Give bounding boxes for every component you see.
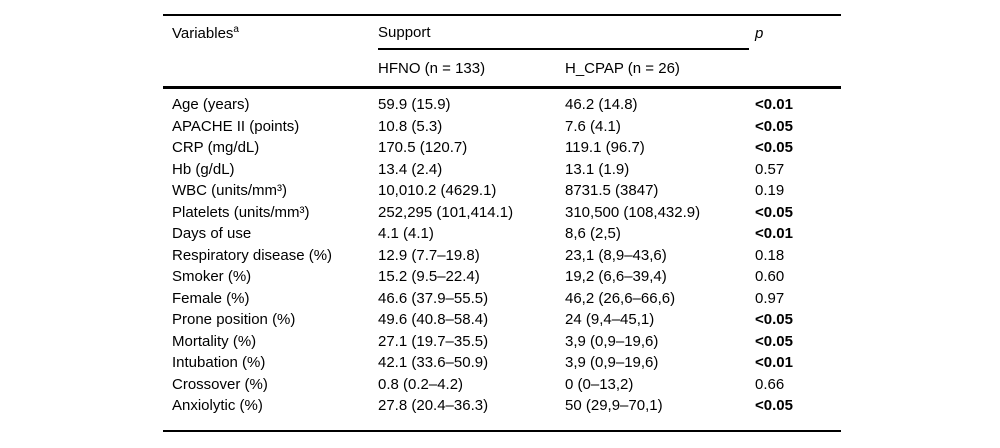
p-value-cell: <0.05 (755, 139, 793, 157)
variable-cell: Intubation (%) (172, 354, 266, 372)
table-row: Smoker (%) 15.2 (9.5–22.4) 19,2 (6,6–39,… (163, 266, 841, 288)
p-value-cell: 0.57 (755, 160, 785, 178)
variable-cell: Prone position (%) (172, 311, 296, 329)
hfno-value-cell: 4.1 (4.1) (378, 225, 434, 243)
p-value-cell: 0.97 (755, 289, 785, 307)
hcpap-value-cell: 46,2 (26,6–66,6) (565, 289, 676, 307)
variable-cell: Days of use (172, 225, 252, 243)
support-label: Support (378, 23, 431, 41)
table-row: Platelets (units/mm³) 252,295 (101,414.1… (163, 202, 841, 224)
p-value-cell: 0.66 (755, 375, 785, 393)
table-header: Variablesa Support p HFNO (n = 133) H_CP… (163, 14, 841, 89)
hcpap-value-cell: 24 (9,4–45,1) (565, 311, 655, 329)
hfno-value-cell: 27.8 (20.4–36.3) (378, 397, 489, 415)
column-header-support: Support (378, 16, 749, 50)
table-row: Prone position (%) 49.6 (40.8–58.4) 24 (… (163, 309, 841, 331)
clinical-comparison-table: Variablesa Support p HFNO (n = 133) H_CP… (163, 14, 841, 432)
column-header-hcpap: H_CPAP (n = 26) (565, 59, 680, 77)
column-header-p: p (755, 24, 764, 42)
table-row: Female (%) 46.6 (37.9–55.5) 46,2 (26,6–6… (163, 288, 841, 310)
p-value-cell: <0.01 (755, 354, 793, 372)
variable-cell: Hb (g/dL) (172, 160, 235, 178)
table-row: Respiratory disease (%) 12.9 (7.7–19.8) … (163, 245, 841, 267)
hcpap-value-cell: 8731.5 (3847) (565, 182, 659, 200)
hfno-value-cell: 15.2 (9.5–22.4) (378, 268, 480, 286)
variable-cell: Mortality (%) (172, 332, 257, 350)
hcpap-value-cell: 46.2 (14.8) (565, 96, 638, 114)
p-value-cell: <0.05 (755, 397, 793, 415)
hfno-value-cell: 42.1 (33.6–50.9) (378, 354, 489, 372)
p-value-cell: <0.05 (755, 203, 793, 221)
hcpap-value-cell: 119.1 (96.7) (565, 139, 645, 157)
hfno-value-cell: 10.8 (5.3) (378, 117, 443, 135)
variable-cell: APACHE II (points) (172, 117, 300, 135)
hcpap-value-cell: 0 (0–13,2) (565, 375, 634, 393)
variable-cell: Platelets (units/mm³) (172, 203, 310, 221)
table-row: Mortality (%) 27.1 (19.7–35.5) 3,9 (0,9–… (163, 331, 841, 353)
hfno-value-cell: 46.6 (37.9–55.5) (378, 289, 489, 307)
table-row: Intubation (%) 42.1 (33.6–50.9) 3,9 (0,9… (163, 352, 841, 374)
hfno-value-cell: 27.1 (19.7–35.5) (378, 332, 489, 350)
hfno-value-cell: 252,295 (101,414.1) (378, 203, 514, 221)
variable-cell: Respiratory disease (%) (172, 246, 333, 264)
p-value-cell: <0.01 (755, 96, 793, 114)
column-header-variables: Variablesa (163, 23, 378, 42)
hcpap-value-cell: 3,9 (0,9–19,6) (565, 332, 659, 350)
hcpap-value-cell: 7.6 (4.1) (565, 117, 621, 135)
p-value-cell: 0.60 (755, 268, 785, 286)
column-header-hfno: HFNO (n = 133) (378, 59, 486, 77)
hfno-value-cell: 12.9 (7.7–19.8) (378, 246, 480, 264)
table-row: Days of use 4.1 (4.1) 8,6 (2,5) <0.01 (163, 223, 841, 245)
hfno-value-cell: 0.8 (0.2–4.2) (378, 375, 464, 393)
variable-cell: Age (years) (172, 96, 250, 114)
p-value-cell: <0.05 (755, 332, 793, 350)
table-row: CRP (mg/dL) 170.5 (120.7) 119.1 (96.7) <… (163, 137, 841, 159)
variable-cell: Crossover (%) (172, 375, 268, 393)
hcpap-value-cell: 3,9 (0,9–19,6) (565, 354, 659, 372)
hfno-value-cell: 59.9 (15.9) (378, 96, 451, 114)
variable-cell: CRP (mg/dL) (172, 139, 260, 157)
header-row-subgroups: HFNO (n = 133) H_CPAP (n = 26) (163, 50, 841, 86)
hfno-value-cell: 13.4 (2.4) (378, 160, 443, 178)
hcpap-value-cell: 13.1 (1.9) (565, 160, 630, 178)
variable-cell: Smoker (%) (172, 268, 252, 286)
hcpap-value-cell: 19,2 (6,6–39,4) (565, 268, 667, 286)
p-value-cell: <0.01 (755, 225, 793, 243)
table-row: WBC (units/mm³) 10,010.2 (4629.1) 8731.5… (163, 180, 841, 202)
variable-cell: Female (%) (172, 289, 250, 307)
table-row: APACHE II (points) 10.8 (5.3) 7.6 (4.1) … (163, 116, 841, 138)
table-row: Crossover (%) 0.8 (0.2–4.2) 0 (0–13,2) 0… (163, 374, 841, 396)
p-value-cell: <0.05 (755, 117, 793, 135)
hfno-value-cell: 170.5 (120.7) (378, 139, 468, 157)
table-row: Anxiolytic (%) 27.8 (20.4–36.3) 50 (29,9… (163, 395, 841, 417)
variables-footnote-marker: a (233, 23, 239, 35)
p-value-cell: 0.19 (755, 182, 785, 200)
header-row-top: Variablesa Support p (163, 16, 841, 50)
p-value-cell: 0.18 (755, 246, 785, 264)
variable-cell: WBC (units/mm³) (172, 182, 287, 200)
hcpap-value-cell: 50 (29,9–70,1) (565, 397, 663, 415)
table-row: Age (years) 59.9 (15.9) 46.2 (14.8) <0.0… (163, 94, 841, 116)
p-value-cell: <0.05 (755, 311, 793, 329)
variables-label: Variables (172, 24, 234, 42)
hcpap-value-cell: 8,6 (2,5) (565, 225, 621, 243)
table-body: Age (years) 59.9 (15.9) 46.2 (14.8) <0.0… (163, 89, 841, 432)
hcpap-value-cell: 23,1 (8,9–43,6) (565, 246, 667, 264)
hfno-value-cell: 10,010.2 (4629.1) (378, 182, 497, 200)
variable-cell: Anxiolytic (%) (172, 397, 263, 415)
table-row: Hb (g/dL) 13.4 (2.4) 13.1 (1.9) 0.57 (163, 159, 841, 181)
hfno-value-cell: 49.6 (40.8–58.4) (378, 311, 489, 329)
hcpap-value-cell: 310,500 (108,432.9) (565, 203, 701, 221)
